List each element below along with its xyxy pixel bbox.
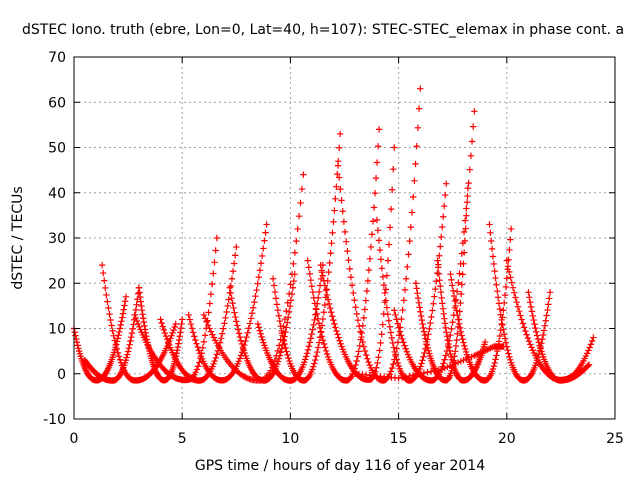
- data-series-arc: [525, 289, 593, 384]
- data-series-arc: [226, 271, 298, 384]
- y-tick-label: 20: [48, 276, 66, 292]
- data-series-arc: [70, 293, 130, 384]
- y-tick-label: 60: [48, 95, 66, 111]
- y-tick-label: 10: [48, 322, 66, 338]
- data-series-arc: [412, 185, 472, 384]
- data-series-arc: [304, 126, 383, 384]
- data-series-arc: [317, 144, 398, 383]
- x-tick-label: 5: [178, 431, 187, 447]
- data-series-arc: [157, 243, 240, 384]
- y-axis-label: dSTEC / TECUs: [10, 186, 26, 289]
- x-tick-label: 20: [498, 431, 516, 447]
- y-tick-label: 40: [48, 186, 66, 202]
- y-tick-label: 0: [57, 367, 66, 383]
- data-series-arc: [185, 221, 270, 384]
- data-series-extra: [352, 343, 507, 382]
- data-series-arc: [334, 85, 424, 384]
- y-tick-label: 50: [48, 141, 66, 157]
- data-series-arc: [373, 180, 450, 384]
- x-tick-label: 25: [606, 431, 624, 447]
- data-series-arc: [81, 284, 143, 384]
- x-tick-label: 0: [70, 431, 79, 447]
- y-tick-label: -10: [43, 412, 66, 428]
- data-series-arc: [503, 257, 597, 384]
- x-tick-label: 10: [281, 431, 299, 447]
- y-tick-label: 30: [48, 231, 66, 247]
- x-axis-label: GPS time / hours of day 116 of year 2014: [195, 458, 485, 474]
- x-tick-label: 15: [390, 431, 408, 447]
- data-marks: [70, 85, 597, 384]
- y-tick-label: 70: [48, 50, 66, 66]
- data-series-arc: [269, 130, 344, 384]
- chart-title: dSTEC Iono. truth (ebre, Lon=0, Lat=40, …: [22, 22, 624, 38]
